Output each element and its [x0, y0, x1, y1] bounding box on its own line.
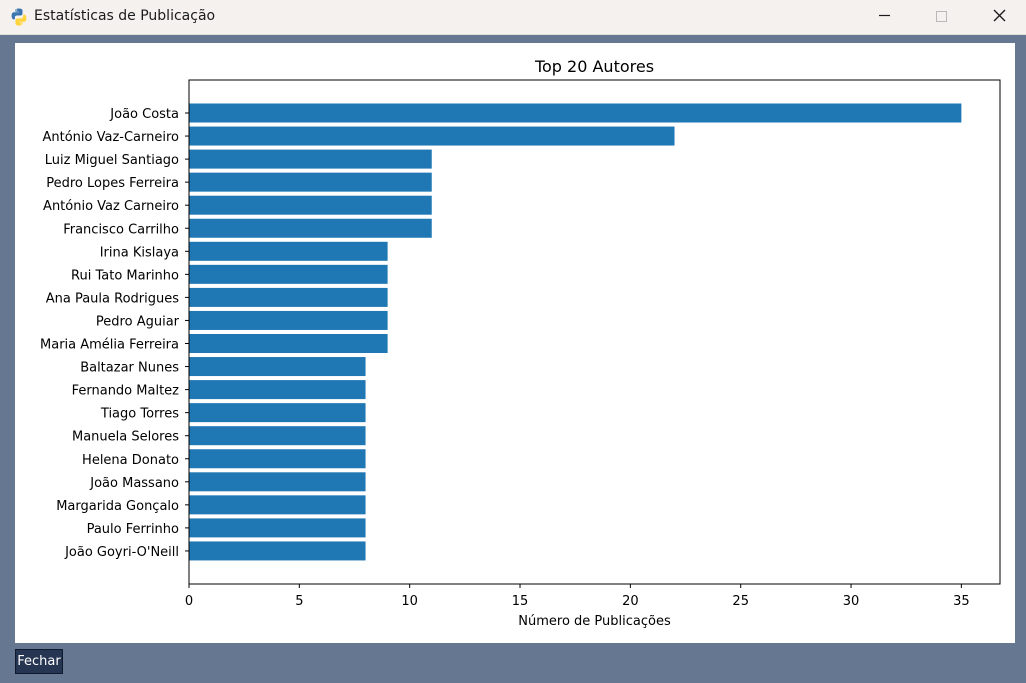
x-axis-label: Número de Publicações [518, 614, 671, 629]
y-tick-label: Rui Tato Marinho [71, 268, 179, 283]
y-tick-label: António Vaz-Carneiro [42, 130, 179, 145]
x-tick-label: 0 [185, 594, 193, 609]
y-tick-label: Luiz Miguel Santiago [45, 153, 179, 168]
bar [189, 449, 366, 469]
bar [189, 103, 962, 123]
y-tick-label: Manuela Selores [72, 430, 179, 445]
x-tick-label: 35 [953, 594, 970, 609]
bar [189, 334, 388, 353]
bar [189, 149, 432, 169]
bar [189, 541, 366, 561]
y-tick-label: Maria Amélia Ferreira [40, 338, 179, 353]
x-tick-label: 20 [622, 594, 639, 609]
y-tick-label: João Goyri-O'Neill [64, 545, 179, 560]
bar-chart: Top 20 Autores João Costa António Vaz-Carn… [40, 57, 1001, 629]
bar [189, 403, 366, 423]
close-button[interactable] [976, 0, 1022, 34]
y-tick-label: Tiago Torres [100, 407, 179, 422]
python-icon [9, 7, 29, 27]
bar [189, 426, 366, 446]
bar [189, 241, 388, 261]
fechar-button[interactable]: Fechar [15, 649, 63, 674]
bar [189, 495, 366, 515]
y-tick-label: Pedro Aguiar [96, 314, 180, 329]
bar [189, 264, 388, 284]
bar [189, 287, 388, 307]
y-tick-label: António Vaz Carneiro [43, 199, 179, 214]
y-tick-label: João Massano [89, 476, 179, 491]
y-tick-label: João Costa [109, 107, 179, 122]
bar [189, 126, 675, 146]
bar [189, 172, 432, 192]
y-tick-label: Helena Donato [82, 453, 179, 468]
y-tick-label: Irina Kislaya [100, 245, 179, 260]
y-tick-label: Francisco Carrilho [63, 222, 179, 237]
maximize-icon [936, 11, 947, 22]
x-tick-label: 25 [732, 594, 749, 609]
x-tick-label: 15 [512, 594, 529, 609]
maximize-button[interactable] [918, 0, 964, 34]
y-tick-label: Paulo Ferrinho [87, 522, 179, 537]
chart-title: Top 20 Autores [534, 57, 654, 76]
y-tick-label: Ana Paula Rodrigues [46, 291, 180, 306]
y-tick-label: Baltazar Nunes [80, 361, 179, 376]
close-icon [993, 9, 1006, 22]
x-tick-label: 10 [401, 594, 418, 609]
y-tick-label: Margarida Gonçalo [56, 499, 179, 514]
y-tick-label: Fernando Maltez [72, 384, 180, 399]
minimize-icon [879, 14, 890, 17]
bar [189, 518, 366, 538]
bar [189, 218, 432, 238]
bar [189, 380, 366, 400]
window-title: Estatísticas de Publicação [34, 8, 216, 24]
title-bar[interactable]: Estatísticas de Publicação [0, 0, 1026, 35]
axes-frame [188, 79, 1001, 585]
bar [189, 195, 432, 215]
bar [189, 472, 366, 492]
x-tick-label: 30 [843, 594, 860, 609]
chart-canvas: Top 20 Autores João Costa António Vaz-Carn… [15, 43, 1015, 643]
bar [189, 357, 366, 377]
bar [189, 310, 388, 330]
y-tick-label: Pedro Lopes Ferreira [46, 176, 179, 191]
x-tick-label: 5 [295, 594, 303, 609]
minimize-button[interactable] [860, 0, 906, 34]
